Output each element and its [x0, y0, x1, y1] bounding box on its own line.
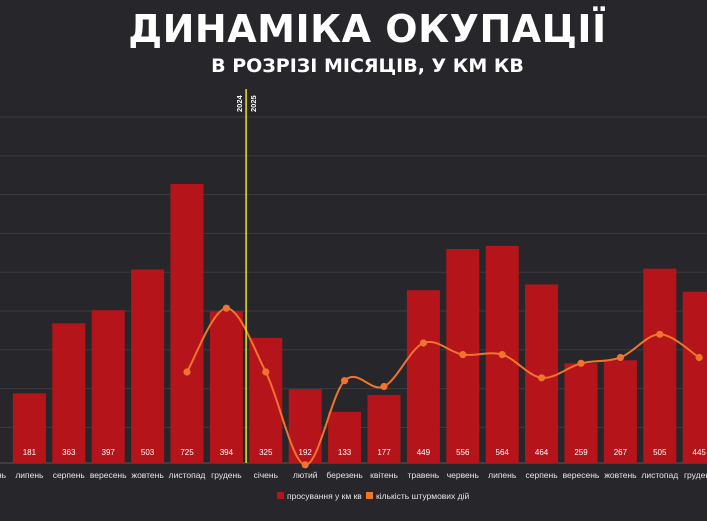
bar-value-label: 445 — [693, 448, 707, 457]
bar-value-label: 449 — [417, 448, 431, 457]
x-tick-label: вересень — [563, 470, 600, 480]
attacks-point — [498, 351, 506, 359]
bar-value-label: 181 — [23, 448, 37, 457]
legend-label-line: кількість штурмових дій — [376, 491, 470, 501]
bar — [131, 269, 165, 463]
x-tick-label: жовтень — [604, 470, 637, 480]
x-tick-label: липень — [15, 470, 44, 480]
x-tick-label: жовтень — [131, 470, 164, 480]
bar — [328, 411, 362, 463]
bar-value-label: 397 — [102, 448, 116, 457]
year-label-right: 2025 — [249, 95, 258, 112]
bar-value-label: 394 — [220, 448, 234, 457]
x-tick-label: березень — [326, 470, 363, 480]
attacks-point — [577, 359, 585, 367]
x-tick-label: грудень — [684, 470, 707, 480]
bar — [367, 394, 401, 463]
bar-value-label: 505 — [653, 448, 667, 457]
chart-subtitle: В РОЗРІЗІ МІСЯЦІВ, У КМ КВ — [211, 55, 524, 77]
bar-value-label: 564 — [496, 448, 510, 457]
bar-value-label: 464 — [535, 448, 549, 457]
bar — [682, 291, 707, 463]
bar — [52, 323, 86, 463]
legend-swatch-bars — [277, 492, 284, 499]
attacks-point — [380, 382, 388, 391]
x-tick-label: листопад — [169, 470, 206, 480]
x-tick-label: грудень — [211, 470, 242, 480]
x-tick-label: лютий — [293, 470, 318, 480]
x-tick-label: травень — [408, 470, 440, 480]
bar — [406, 290, 440, 463]
attacks-point — [459, 351, 467, 359]
bar-value-label: 259 — [574, 448, 588, 457]
bar — [564, 363, 598, 463]
legend-swatch-line — [366, 492, 373, 499]
bar — [643, 268, 677, 463]
bar-value-label: 363 — [62, 448, 76, 457]
bar — [170, 184, 204, 463]
bar — [12, 393, 46, 463]
bar — [91, 310, 125, 463]
attacks-point — [695, 353, 703, 362]
attacks-point — [222, 304, 230, 312]
x-tick-label: червень — [0, 470, 7, 480]
attacks-point — [183, 368, 191, 376]
x-tick-label: серпень — [526, 470, 559, 480]
bar-value-label: 503 — [141, 448, 155, 457]
legend-label-bars: просування у км кв — [287, 491, 362, 501]
attacks-point — [419, 339, 427, 347]
attacks-point — [341, 377, 349, 385]
bar-value-label: 133 — [338, 448, 352, 457]
x-tick-label: вересень — [90, 470, 127, 480]
attacks-point — [616, 353, 625, 362]
x-tick-label: серпень — [53, 470, 86, 480]
x-tick-label: червень — [447, 470, 480, 480]
bar-value-label: 267 — [614, 448, 628, 457]
year-label-left: 2024 — [235, 94, 244, 112]
chart-title: ДИНАМІКА ОКУПАЦІЇ — [128, 7, 607, 51]
bar — [603, 360, 637, 463]
x-tick-label: квітень — [370, 470, 398, 480]
x-tick-label: січень — [254, 470, 279, 480]
attacks-point — [538, 374, 546, 382]
attacks-point — [262, 368, 270, 376]
attacks-point — [656, 330, 664, 338]
x-tick-label: липень — [488, 470, 517, 480]
bar-value-label: 177 — [377, 448, 391, 457]
bar-value-label: 556 — [456, 448, 470, 457]
bar-value-label: 325 — [259, 448, 273, 457]
bar-value-label: 725 — [180, 448, 194, 457]
bar — [209, 311, 243, 463]
bar-value-label: 192 — [299, 448, 313, 457]
x-tick-label: листопад — [641, 470, 678, 480]
attacks-point — [301, 461, 309, 469]
